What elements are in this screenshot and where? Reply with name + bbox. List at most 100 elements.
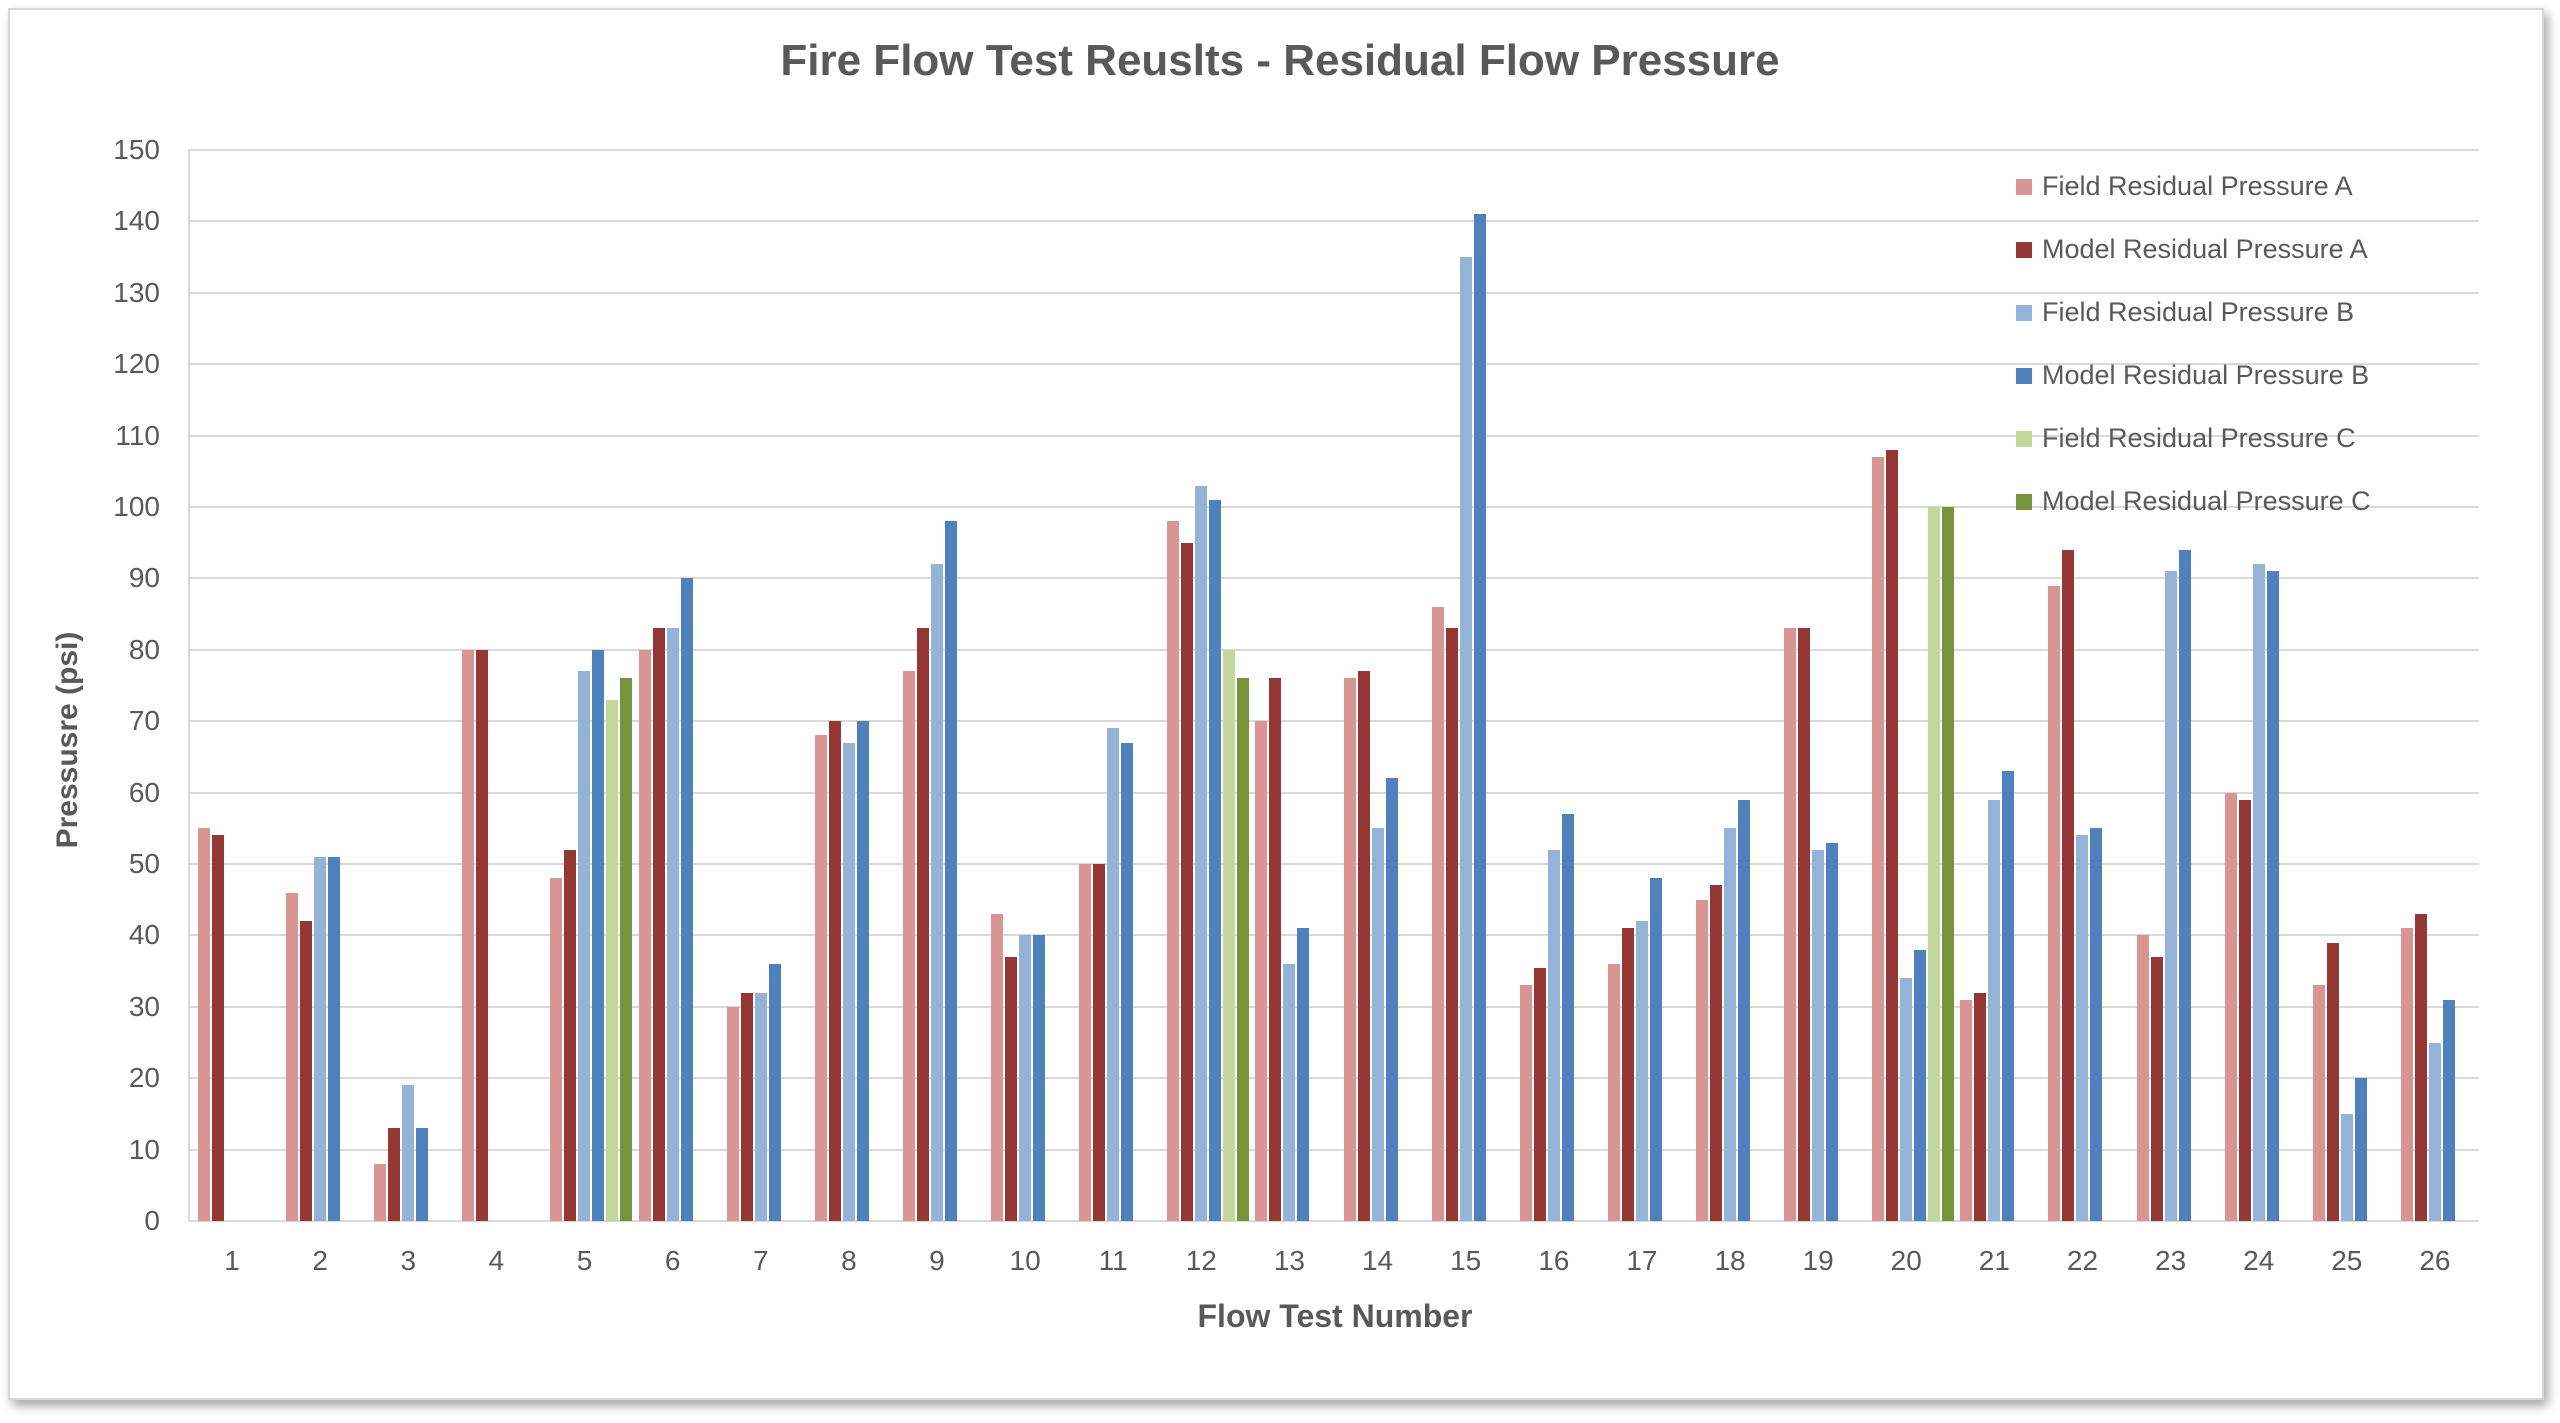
- gridline: [188, 1077, 2479, 1080]
- legend-swatch-icon: [2016, 178, 2032, 195]
- plot-area: [188, 149, 2479, 1222]
- bar: [564, 849, 577, 1221]
- bar: [2090, 828, 2103, 1221]
- gridline: [188, 220, 2479, 223]
- bar: [1431, 606, 1444, 1221]
- bar: [1195, 485, 1208, 1221]
- bar: [828, 721, 841, 1221]
- bar: [2400, 928, 2413, 1221]
- bar: [1533, 967, 1546, 1221]
- bar: [476, 649, 489, 1221]
- bar: [740, 992, 753, 1221]
- bar: [550, 878, 563, 1221]
- bar: [1709, 885, 1722, 1221]
- bar: [930, 564, 943, 1221]
- x-tick-label: 10: [1009, 1245, 1041, 1276]
- bar: [902, 671, 915, 1221]
- bar: [1107, 728, 1120, 1221]
- legend-swatch-icon: [2016, 241, 2032, 258]
- y-tick-label: 70: [128, 705, 160, 737]
- bar: [2238, 799, 2251, 1221]
- legend-item: Field Residual Pressure C: [2016, 407, 2371, 470]
- bar: [2178, 549, 2191, 1221]
- bar: [1900, 978, 1913, 1221]
- bar: [1974, 992, 1987, 1221]
- bar: [754, 992, 767, 1221]
- y-tick-label: 50: [128, 848, 160, 879]
- bar: [916, 628, 929, 1221]
- bar: [1723, 828, 1736, 1221]
- y-tick-label: 10: [128, 1133, 160, 1165]
- bar: [1079, 864, 1092, 1221]
- x-tick-label: 21: [1978, 1245, 2010, 1276]
- bar: [1561, 814, 1574, 1221]
- bar: [2312, 985, 2325, 1221]
- legend-label: Field Residual Pressure C: [2042, 423, 2356, 453]
- legend-label: Model Residual Pressure A: [2042, 234, 2368, 264]
- bar: [814, 735, 827, 1221]
- bar: [620, 678, 633, 1221]
- bar: [1371, 828, 1384, 1221]
- bar: [1121, 742, 1134, 1221]
- bar: [991, 913, 1004, 1221]
- bar: [1033, 935, 1046, 1221]
- gridline: [188, 1148, 2479, 1151]
- bar: [198, 828, 210, 1221]
- bar: [1914, 949, 1927, 1221]
- bar: [768, 963, 781, 1221]
- gridline: [188, 720, 2479, 723]
- legend-swatch-icon: [2016, 367, 2032, 384]
- bar: [1784, 628, 1797, 1221]
- gridline: [188, 1220, 2479, 1222]
- bar: [2002, 771, 2015, 1221]
- bar: [1459, 257, 1472, 1221]
- bar: [286, 892, 299, 1221]
- bar: [1621, 928, 1634, 1221]
- gridline: [188, 934, 2479, 937]
- x-tick-label: 1: [224, 1245, 240, 1276]
- gridline: [188, 577, 2479, 580]
- bar: [666, 628, 679, 1221]
- bar: [1737, 799, 1750, 1221]
- gridline: [188, 863, 2479, 865]
- y-tick-label: 130: [113, 276, 160, 308]
- bar: [578, 671, 591, 1221]
- bar: [1872, 457, 1885, 1221]
- legend-item: Model Residual Pressure A: [2016, 218, 2371, 281]
- x-tick-label: 18: [1714, 1245, 1746, 1276]
- legend-item: Model Residual Pressure C: [2016, 470, 2371, 533]
- bar: [416, 1128, 429, 1221]
- x-tick-label: 25: [2331, 1245, 2363, 1276]
- x-tick-label: 20: [1890, 1245, 1922, 1276]
- legend-item: Field Residual Pressure B: [2016, 281, 2371, 344]
- x-tick-label: 12: [1185, 1245, 1217, 1276]
- legend-label: Model Residual Pressure C: [2042, 486, 2371, 516]
- y-tick-label: 80: [128, 633, 160, 665]
- bar: [2076, 835, 2089, 1221]
- bar: [1988, 799, 2001, 1221]
- bar: [2164, 571, 2177, 1221]
- bar: [2428, 1042, 2441, 1221]
- x-tick-label: 15: [1450, 1245, 1482, 1276]
- bar: [606, 699, 619, 1221]
- bar: [1255, 721, 1268, 1221]
- y-tick-label: 90: [128, 562, 160, 594]
- x-tick-label: 26: [2419, 1245, 2451, 1276]
- gridline: [188, 506, 2479, 508]
- legend-label: Model Residual Pressure B: [2042, 360, 2370, 390]
- bar: [462, 649, 475, 1221]
- y-tick-label: 20: [128, 1062, 160, 1094]
- bar: [1019, 935, 1032, 1221]
- bar: [2136, 935, 2149, 1221]
- bar: [1005, 956, 1018, 1221]
- x-tick-label: 14: [1361, 1245, 1394, 1276]
- bar: [1297, 928, 1310, 1221]
- y-axis-line: [188, 150, 190, 1221]
- bar: [1093, 864, 1106, 1221]
- legend: Field Residual Pressure A Model Residual …: [2016, 155, 2371, 533]
- legend-item: Field Residual Pressure A: [2016, 155, 2371, 218]
- bar: [1181, 542, 1194, 1221]
- bar: [374, 1163, 387, 1221]
- bar: [1385, 778, 1398, 1221]
- x-tick-label: 9: [929, 1245, 945, 1276]
